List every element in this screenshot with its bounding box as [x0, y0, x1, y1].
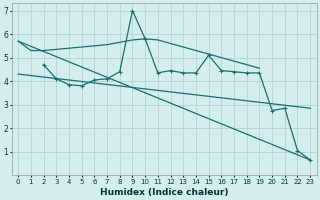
X-axis label: Humidex (Indice chaleur): Humidex (Indice chaleur) [100, 188, 228, 197]
